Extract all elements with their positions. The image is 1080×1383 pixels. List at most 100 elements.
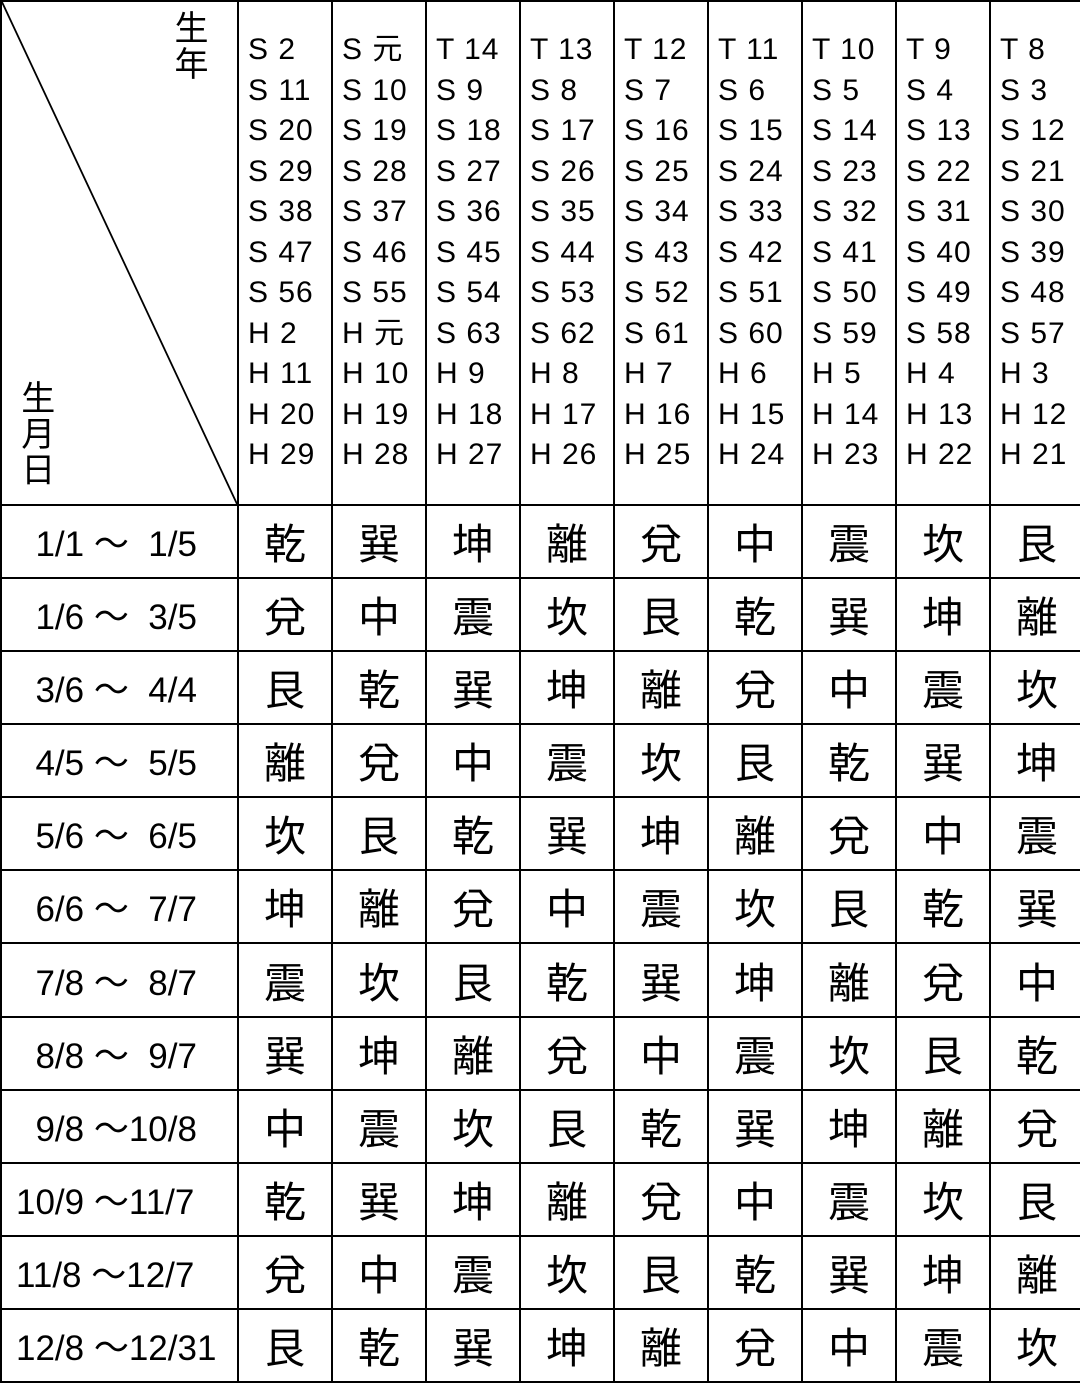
value-cell: 震: [708, 1017, 802, 1090]
value-cell: 艮: [990, 1163, 1080, 1236]
value-cell: 震: [520, 724, 614, 797]
value-cell: 乾: [990, 1017, 1080, 1090]
date-range-cell: 8/8 ～ 9/7: [1, 1017, 238, 1090]
value-cell: 坤: [238, 870, 332, 943]
value-cell: 中: [520, 870, 614, 943]
value-cell: 離: [332, 870, 426, 943]
value-cell: 坎: [896, 505, 990, 578]
value-cell: 震: [896, 1309, 990, 1382]
value-cell: 巽: [520, 797, 614, 870]
value-cell: 中: [426, 724, 520, 797]
value-cell: 乾: [802, 724, 896, 797]
value-cell: 艮: [614, 578, 708, 651]
value-cell: 乾: [708, 578, 802, 651]
value-cell: 離: [990, 1236, 1080, 1309]
value-cell: 中: [990, 943, 1080, 1016]
year-column-3: T 13 S 8 S 17 S 26 S 35 S 44 S 53 S 62 H…: [520, 1, 614, 505]
header-month-label: 生月日: [20, 380, 56, 488]
value-cell: 坎: [614, 724, 708, 797]
date-range-cell: 10/9 ～11/7: [1, 1163, 238, 1236]
date-range-cell: 1/6 ～ 3/5: [1, 578, 238, 651]
value-cell: 中: [708, 1163, 802, 1236]
value-cell: 兌: [426, 870, 520, 943]
value-cell: 中: [896, 797, 990, 870]
date-range-cell: 9/8 ～10/8: [1, 1090, 238, 1163]
value-cell: 艮: [614, 1236, 708, 1309]
date-range-cell: 7/8 ～ 8/7: [1, 943, 238, 1016]
value-cell: 巽: [332, 1163, 426, 1236]
value-cell: 震: [426, 578, 520, 651]
value-cell: 震: [990, 797, 1080, 870]
value-cell: 坤: [426, 1163, 520, 1236]
value-cell: 艮: [426, 943, 520, 1016]
value-cell: 兌: [708, 651, 802, 724]
value-cell: 巽: [332, 505, 426, 578]
value-cell: 兌: [520, 1017, 614, 1090]
year-column-6: T 10 S 5 S 14 S 23 S 32 S 41 S 50 S 59 H…: [802, 1, 896, 505]
value-cell: 震: [802, 1163, 896, 1236]
value-cell: 震: [426, 1236, 520, 1309]
value-cell: 坎: [520, 1236, 614, 1309]
value-cell: 艮: [896, 1017, 990, 1090]
value-cell: 坎: [426, 1090, 520, 1163]
year-column-5: T 11 S 6 S 15 S 24 S 33 S 42 S 51 S 60 H…: [708, 1, 802, 505]
year-column-7: T 9 S 4 S 13 S 22 S 31 S 40 S 49 S 58 H …: [896, 1, 990, 505]
value-cell: 巽: [990, 870, 1080, 943]
date-range-cell: 4/5 ～ 5/5: [1, 724, 238, 797]
value-cell: 坎: [238, 797, 332, 870]
table-row: 12/8 ～12/31艮乾巽坤離兌中震坎: [1, 1309, 1080, 1382]
value-cell: 巽: [426, 1309, 520, 1382]
value-cell: 兌: [708, 1309, 802, 1382]
value-cell: 中: [802, 651, 896, 724]
value-cell: 震: [802, 505, 896, 578]
value-cell: 離: [990, 578, 1080, 651]
value-cell: 乾: [238, 1163, 332, 1236]
value-cell: 離: [426, 1017, 520, 1090]
value-cell: 中: [802, 1309, 896, 1382]
value-cell: 離: [520, 505, 614, 578]
value-cell: 乾: [426, 797, 520, 870]
header-row: 生年 生月日 S 2 S 11 S 20 S 29 S 38 S 47 S 56…: [1, 1, 1080, 505]
value-cell: 坎: [708, 870, 802, 943]
value-cell: 坤: [990, 724, 1080, 797]
value-cell: 坤: [520, 651, 614, 724]
value-cell: 坎: [896, 1163, 990, 1236]
value-cell: 坤: [896, 578, 990, 651]
value-cell: 坤: [614, 797, 708, 870]
value-cell: 艮: [990, 505, 1080, 578]
value-cell: 艮: [238, 1309, 332, 1382]
year-column-0: S 2 S 11 S 20 S 29 S 38 S 47 S 56 H 2 H …: [238, 1, 332, 505]
year-column-4: T 12 S 7 S 16 S 25 S 34 S 43 S 52 S 61 H…: [614, 1, 708, 505]
value-cell: 坤: [708, 943, 802, 1016]
value-cell: 坤: [802, 1090, 896, 1163]
value-cell: 巽: [238, 1017, 332, 1090]
value-cell: 乾: [238, 505, 332, 578]
value-cell: 巽: [614, 943, 708, 1016]
value-cell: 巽: [802, 578, 896, 651]
value-cell: 坤: [520, 1309, 614, 1382]
value-cell: 中: [238, 1090, 332, 1163]
date-range-cell: 11/8 ～12/7: [1, 1236, 238, 1309]
table-row: 4/5 ～ 5/5離兌中震坎艮乾巽坤: [1, 724, 1080, 797]
value-cell: 巽: [896, 724, 990, 797]
value-cell: 震: [614, 870, 708, 943]
value-cell: 乾: [708, 1236, 802, 1309]
value-cell: 離: [614, 651, 708, 724]
table-row: 10/9 ～11/7乾巽坤離兌中震坎艮: [1, 1163, 1080, 1236]
value-cell: 中: [614, 1017, 708, 1090]
value-cell: 艮: [238, 651, 332, 724]
value-cell: 乾: [896, 870, 990, 943]
date-range-cell: 1/1 ～ 1/5: [1, 505, 238, 578]
table-body: 1/1 ～ 1/5乾巽坤離兌中震坎艮 1/6 ～ 3/5兌中震坎艮乾巽坤離 3/…: [1, 505, 1080, 1382]
value-cell: 震: [332, 1090, 426, 1163]
date-range-cell: 3/6 ～ 4/4: [1, 651, 238, 724]
value-cell: 坤: [426, 505, 520, 578]
corner-cell: 生年 生月日: [1, 1, 238, 505]
value-cell: 離: [520, 1163, 614, 1236]
value-cell: 艮: [332, 797, 426, 870]
table-row: 7/8 ～ 8/7震坎艮乾巽坤離兌中: [1, 943, 1080, 1016]
table-row: 8/8 ～ 9/7巽坤離兌中震坎艮乾: [1, 1017, 1080, 1090]
value-cell: 震: [896, 651, 990, 724]
value-cell: 巽: [426, 651, 520, 724]
date-range-cell: 5/6 ～ 6/5: [1, 797, 238, 870]
